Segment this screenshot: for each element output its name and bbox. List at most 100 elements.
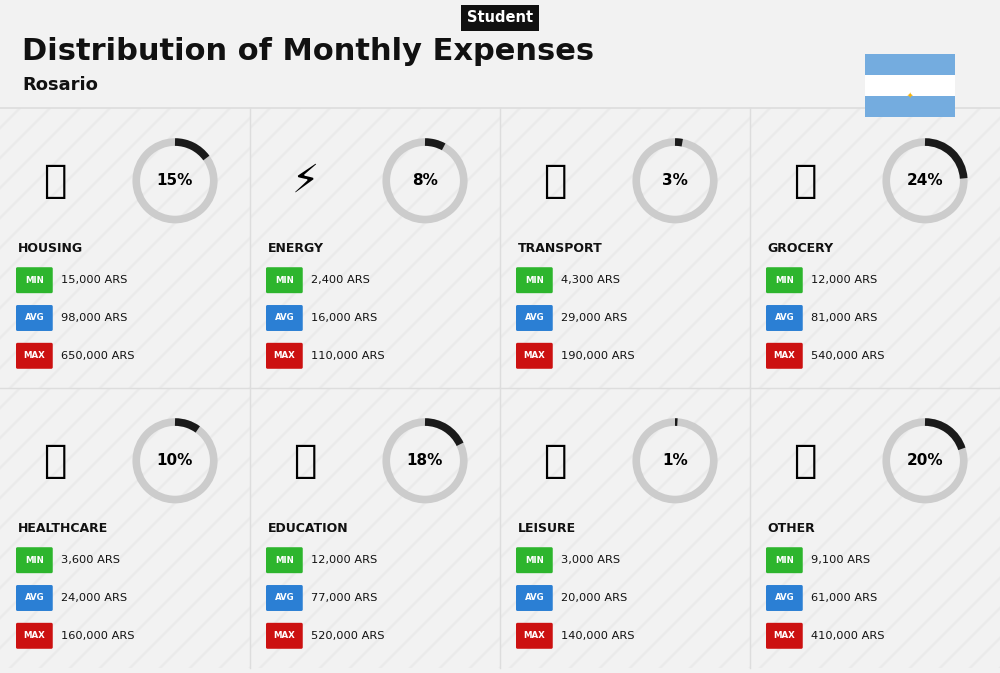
- FancyBboxPatch shape: [766, 547, 803, 573]
- Text: AVG: AVG: [775, 314, 794, 322]
- Text: ✦: ✦: [907, 91, 913, 100]
- Text: 3,600 ARS: 3,600 ARS: [61, 555, 120, 565]
- Text: MAX: MAX: [24, 631, 45, 640]
- Text: MAX: MAX: [774, 631, 795, 640]
- Text: 20,000 ARS: 20,000 ARS: [561, 593, 628, 603]
- Text: 🛍: 🛍: [793, 162, 817, 200]
- Text: AVG: AVG: [25, 314, 44, 322]
- Text: MIN: MIN: [275, 276, 294, 285]
- Text: AVG: AVG: [775, 594, 794, 602]
- Text: AVG: AVG: [525, 594, 544, 602]
- Text: 🎓: 🎓: [293, 441, 317, 480]
- Text: 24%: 24%: [907, 174, 943, 188]
- Text: 540,000 ARS: 540,000 ARS: [811, 351, 885, 361]
- Text: 3%: 3%: [662, 174, 688, 188]
- FancyBboxPatch shape: [266, 267, 303, 293]
- Text: Rosario: Rosario: [22, 76, 98, 94]
- FancyBboxPatch shape: [16, 585, 53, 611]
- FancyBboxPatch shape: [516, 305, 553, 331]
- Text: 77,000 ARS: 77,000 ARS: [311, 593, 378, 603]
- Text: ⚡: ⚡: [291, 162, 319, 200]
- Text: 🚌: 🚌: [543, 162, 567, 200]
- FancyBboxPatch shape: [516, 343, 553, 369]
- Text: 110,000 ARS: 110,000 ARS: [311, 351, 385, 361]
- Text: LEISURE: LEISURE: [518, 522, 576, 534]
- Text: MAX: MAX: [274, 631, 295, 640]
- FancyBboxPatch shape: [865, 96, 955, 117]
- Text: 520,000 ARS: 520,000 ARS: [311, 631, 385, 641]
- Text: Student: Student: [467, 11, 533, 26]
- FancyBboxPatch shape: [16, 547, 53, 573]
- FancyBboxPatch shape: [266, 547, 303, 573]
- Text: HEALTHCARE: HEALTHCARE: [18, 522, 108, 534]
- Text: 10%: 10%: [157, 454, 193, 468]
- Text: OTHER: OTHER: [768, 522, 815, 534]
- FancyBboxPatch shape: [266, 343, 303, 369]
- FancyBboxPatch shape: [16, 267, 53, 293]
- Text: EDUCATION: EDUCATION: [268, 522, 348, 534]
- Text: 8%: 8%: [412, 174, 438, 188]
- Text: MIN: MIN: [525, 556, 544, 565]
- Text: TRANSPORT: TRANSPORT: [518, 242, 602, 254]
- Text: AVG: AVG: [275, 594, 294, 602]
- FancyBboxPatch shape: [766, 585, 803, 611]
- Text: MAX: MAX: [274, 351, 295, 360]
- FancyBboxPatch shape: [516, 267, 553, 293]
- Text: Distribution of Monthly Expenses: Distribution of Monthly Expenses: [22, 36, 594, 65]
- Text: 🏙: 🏙: [43, 162, 67, 200]
- Text: AVG: AVG: [275, 314, 294, 322]
- Text: 18%: 18%: [407, 454, 443, 468]
- FancyBboxPatch shape: [16, 343, 53, 369]
- Text: 3,000 ARS: 3,000 ARS: [561, 555, 620, 565]
- Text: 81,000 ARS: 81,000 ARS: [811, 313, 878, 323]
- Text: 9,100 ARS: 9,100 ARS: [811, 555, 870, 565]
- Text: 16,000 ARS: 16,000 ARS: [311, 313, 378, 323]
- Text: 24,000 ARS: 24,000 ARS: [61, 593, 127, 603]
- Text: 61,000 ARS: 61,000 ARS: [811, 593, 878, 603]
- Text: 190,000 ARS: 190,000 ARS: [561, 351, 635, 361]
- FancyBboxPatch shape: [865, 75, 955, 96]
- Text: MAX: MAX: [524, 351, 545, 360]
- FancyBboxPatch shape: [266, 623, 303, 649]
- FancyBboxPatch shape: [16, 623, 53, 649]
- FancyBboxPatch shape: [516, 547, 553, 573]
- Text: 🩺: 🩺: [43, 441, 67, 480]
- Text: 410,000 ARS: 410,000 ARS: [811, 631, 885, 641]
- Text: 2,400 ARS: 2,400 ARS: [311, 275, 370, 285]
- Text: MAX: MAX: [524, 631, 545, 640]
- FancyBboxPatch shape: [266, 305, 303, 331]
- Text: MIN: MIN: [25, 276, 44, 285]
- FancyBboxPatch shape: [865, 54, 955, 75]
- Text: 1%: 1%: [662, 454, 688, 468]
- FancyBboxPatch shape: [516, 623, 553, 649]
- Text: MAX: MAX: [774, 351, 795, 360]
- Text: 👜: 👜: [793, 441, 817, 480]
- FancyBboxPatch shape: [16, 305, 53, 331]
- FancyBboxPatch shape: [766, 623, 803, 649]
- FancyBboxPatch shape: [516, 585, 553, 611]
- Text: MAX: MAX: [24, 351, 45, 360]
- Text: 🛍: 🛍: [543, 441, 567, 480]
- Text: 29,000 ARS: 29,000 ARS: [561, 313, 628, 323]
- Text: 98,000 ARS: 98,000 ARS: [61, 313, 128, 323]
- Text: AVG: AVG: [25, 594, 44, 602]
- Text: 12,000 ARS: 12,000 ARS: [311, 555, 378, 565]
- FancyBboxPatch shape: [766, 305, 803, 331]
- Text: MIN: MIN: [775, 556, 794, 565]
- FancyBboxPatch shape: [766, 343, 803, 369]
- FancyBboxPatch shape: [266, 585, 303, 611]
- Text: AVG: AVG: [525, 314, 544, 322]
- Text: 20%: 20%: [907, 454, 943, 468]
- FancyBboxPatch shape: [766, 267, 803, 293]
- Text: HOUSING: HOUSING: [18, 242, 83, 254]
- Text: 15,000 ARS: 15,000 ARS: [61, 275, 128, 285]
- Text: MIN: MIN: [25, 556, 44, 565]
- Text: 15%: 15%: [157, 174, 193, 188]
- Text: 140,000 ARS: 140,000 ARS: [561, 631, 635, 641]
- Text: MIN: MIN: [775, 276, 794, 285]
- Text: 160,000 ARS: 160,000 ARS: [61, 631, 135, 641]
- Text: 650,000 ARS: 650,000 ARS: [61, 351, 135, 361]
- Text: ENERGY: ENERGY: [268, 242, 324, 254]
- Text: MIN: MIN: [275, 556, 294, 565]
- Text: 4,300 ARS: 4,300 ARS: [561, 275, 620, 285]
